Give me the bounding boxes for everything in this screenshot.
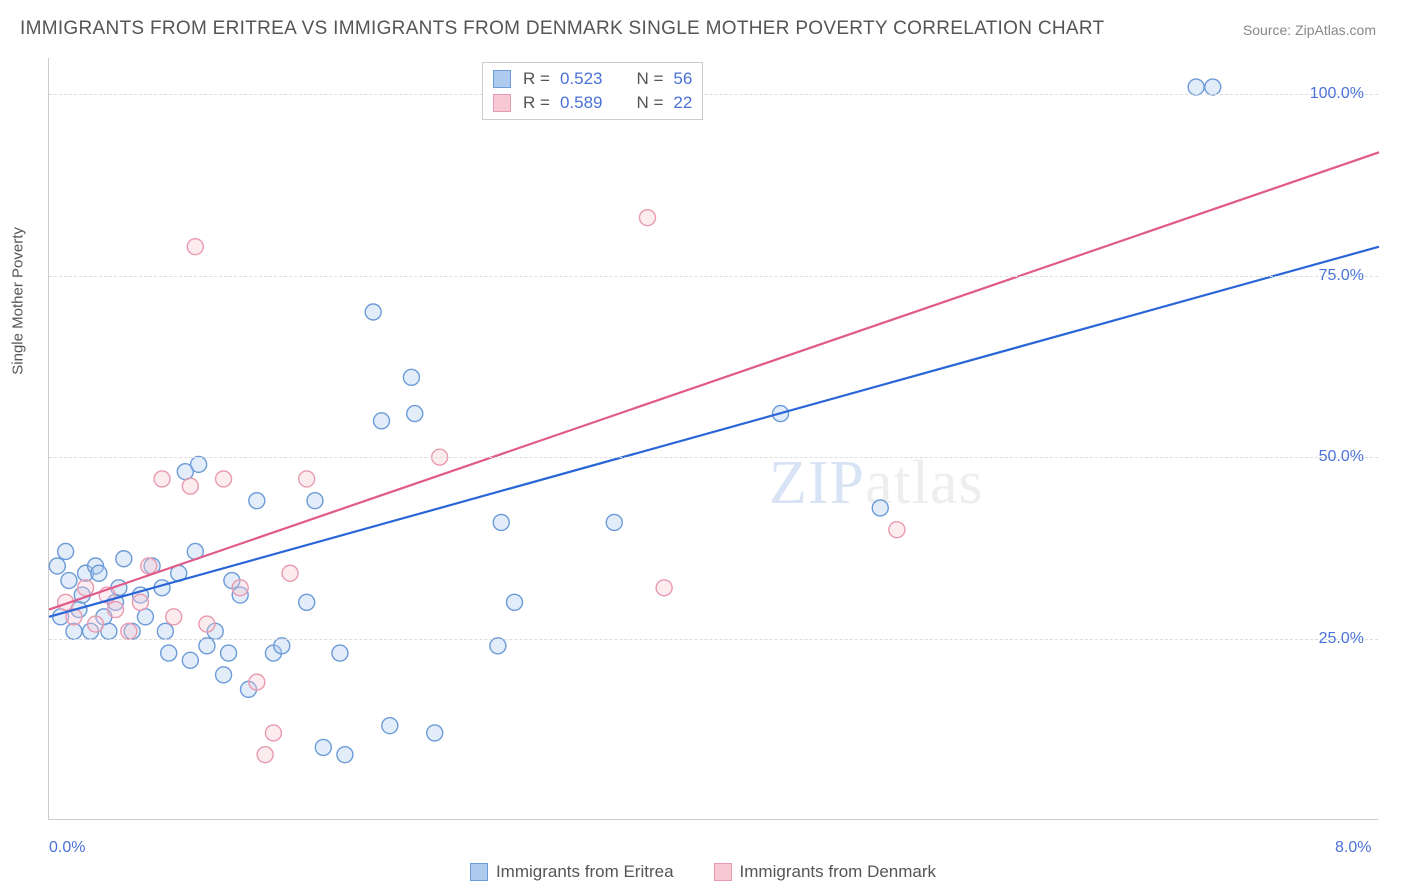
data-point [116, 551, 132, 567]
legend-r-value: 0.589 [560, 93, 603, 113]
data-point [490, 638, 506, 654]
data-point [137, 609, 153, 625]
data-point [199, 616, 215, 632]
data-point [257, 747, 273, 763]
y-tick-label: 100.0% [1310, 85, 1364, 103]
legend-r-value: 0.523 [560, 69, 603, 89]
data-point [191, 456, 207, 472]
data-point [606, 514, 622, 530]
data-point [315, 739, 331, 755]
data-point [187, 239, 203, 255]
data-point [88, 616, 104, 632]
data-point [507, 594, 523, 610]
chart-title: IMMIGRANTS FROM ERITREA VS IMMIGRANTS FR… [20, 18, 1104, 40]
data-point [889, 522, 905, 538]
y-tick-label: 75.0% [1319, 267, 1364, 285]
data-point [656, 580, 672, 596]
data-point [108, 602, 124, 618]
data-point [307, 493, 323, 509]
data-point [157, 623, 173, 639]
data-point [403, 369, 419, 385]
data-point [274, 638, 290, 654]
data-point [154, 471, 170, 487]
legend-n-label: N = [636, 93, 663, 113]
legend-bottom-item: Immigrants from Denmark [714, 862, 936, 882]
legend-r-label: R = [523, 93, 550, 113]
plot-svg [49, 58, 1378, 819]
data-point [121, 623, 137, 639]
data-point [493, 514, 509, 530]
data-point [407, 406, 423, 422]
data-point [78, 580, 94, 596]
data-point [282, 565, 298, 581]
plot-area: ZIPatlas 25.0%50.0%75.0%100.0%0.0%8.0% [48, 58, 1378, 820]
legend-top: R = 0.523 N = 56 R = 0.589 N = 22 [482, 62, 703, 120]
data-point [182, 478, 198, 494]
regression-line [49, 247, 1379, 617]
legend-n-label: N = [636, 69, 663, 89]
chart-container: IMMIGRANTS FROM ERITREA VS IMMIGRANTS FR… [0, 0, 1406, 892]
legend-swatch [714, 863, 732, 881]
legend-top-row: R = 0.523 N = 56 [493, 67, 692, 91]
data-point [132, 594, 148, 610]
data-point [382, 718, 398, 734]
data-point [640, 210, 656, 226]
data-point [61, 573, 77, 589]
data-point [182, 652, 198, 668]
x-tick-label: 0.0% [49, 839, 85, 857]
regression-line [49, 152, 1379, 609]
data-point [91, 565, 107, 581]
y-tick-label: 25.0% [1319, 630, 1364, 648]
data-point [427, 725, 443, 741]
data-point [299, 471, 315, 487]
gridline-h [49, 639, 1378, 640]
data-point [249, 674, 265, 690]
legend-bottom: Immigrants from Eritrea Immigrants from D… [0, 862, 1406, 882]
data-point [365, 304, 381, 320]
legend-series-label: Immigrants from Denmark [740, 862, 936, 882]
gridline-h [49, 276, 1378, 277]
y-axis-title: Single Mother Poverty [10, 227, 27, 375]
legend-bottom-item: Immigrants from Eritrea [470, 862, 674, 882]
y-tick-label: 50.0% [1319, 448, 1364, 466]
data-point [221, 645, 237, 661]
x-tick-label: 8.0% [1335, 839, 1371, 857]
data-point [166, 609, 182, 625]
data-point [216, 667, 232, 683]
legend-n-value: 22 [673, 93, 692, 113]
data-point [232, 580, 248, 596]
legend-r-label: R = [523, 69, 550, 89]
legend-swatch [493, 94, 511, 112]
data-point [299, 594, 315, 610]
data-point [141, 558, 157, 574]
data-point [1188, 79, 1204, 95]
data-point [216, 471, 232, 487]
data-point [199, 638, 215, 654]
legend-series-label: Immigrants from Eritrea [496, 862, 674, 882]
legend-swatch [493, 70, 511, 88]
data-point [872, 500, 888, 516]
data-point [337, 747, 353, 763]
data-point [374, 413, 390, 429]
data-point [66, 623, 82, 639]
source-attribution: Source: ZipAtlas.com [1243, 22, 1376, 38]
data-point [49, 558, 65, 574]
gridline-h [49, 457, 1378, 458]
data-point [265, 725, 281, 741]
data-point [1205, 79, 1221, 95]
gridline-h [49, 94, 1378, 95]
data-point [332, 645, 348, 661]
data-point [58, 543, 74, 559]
legend-top-row: R = 0.589 N = 22 [493, 91, 692, 115]
legend-swatch [470, 863, 488, 881]
legend-n-value: 56 [673, 69, 692, 89]
data-point [249, 493, 265, 509]
data-point [161, 645, 177, 661]
